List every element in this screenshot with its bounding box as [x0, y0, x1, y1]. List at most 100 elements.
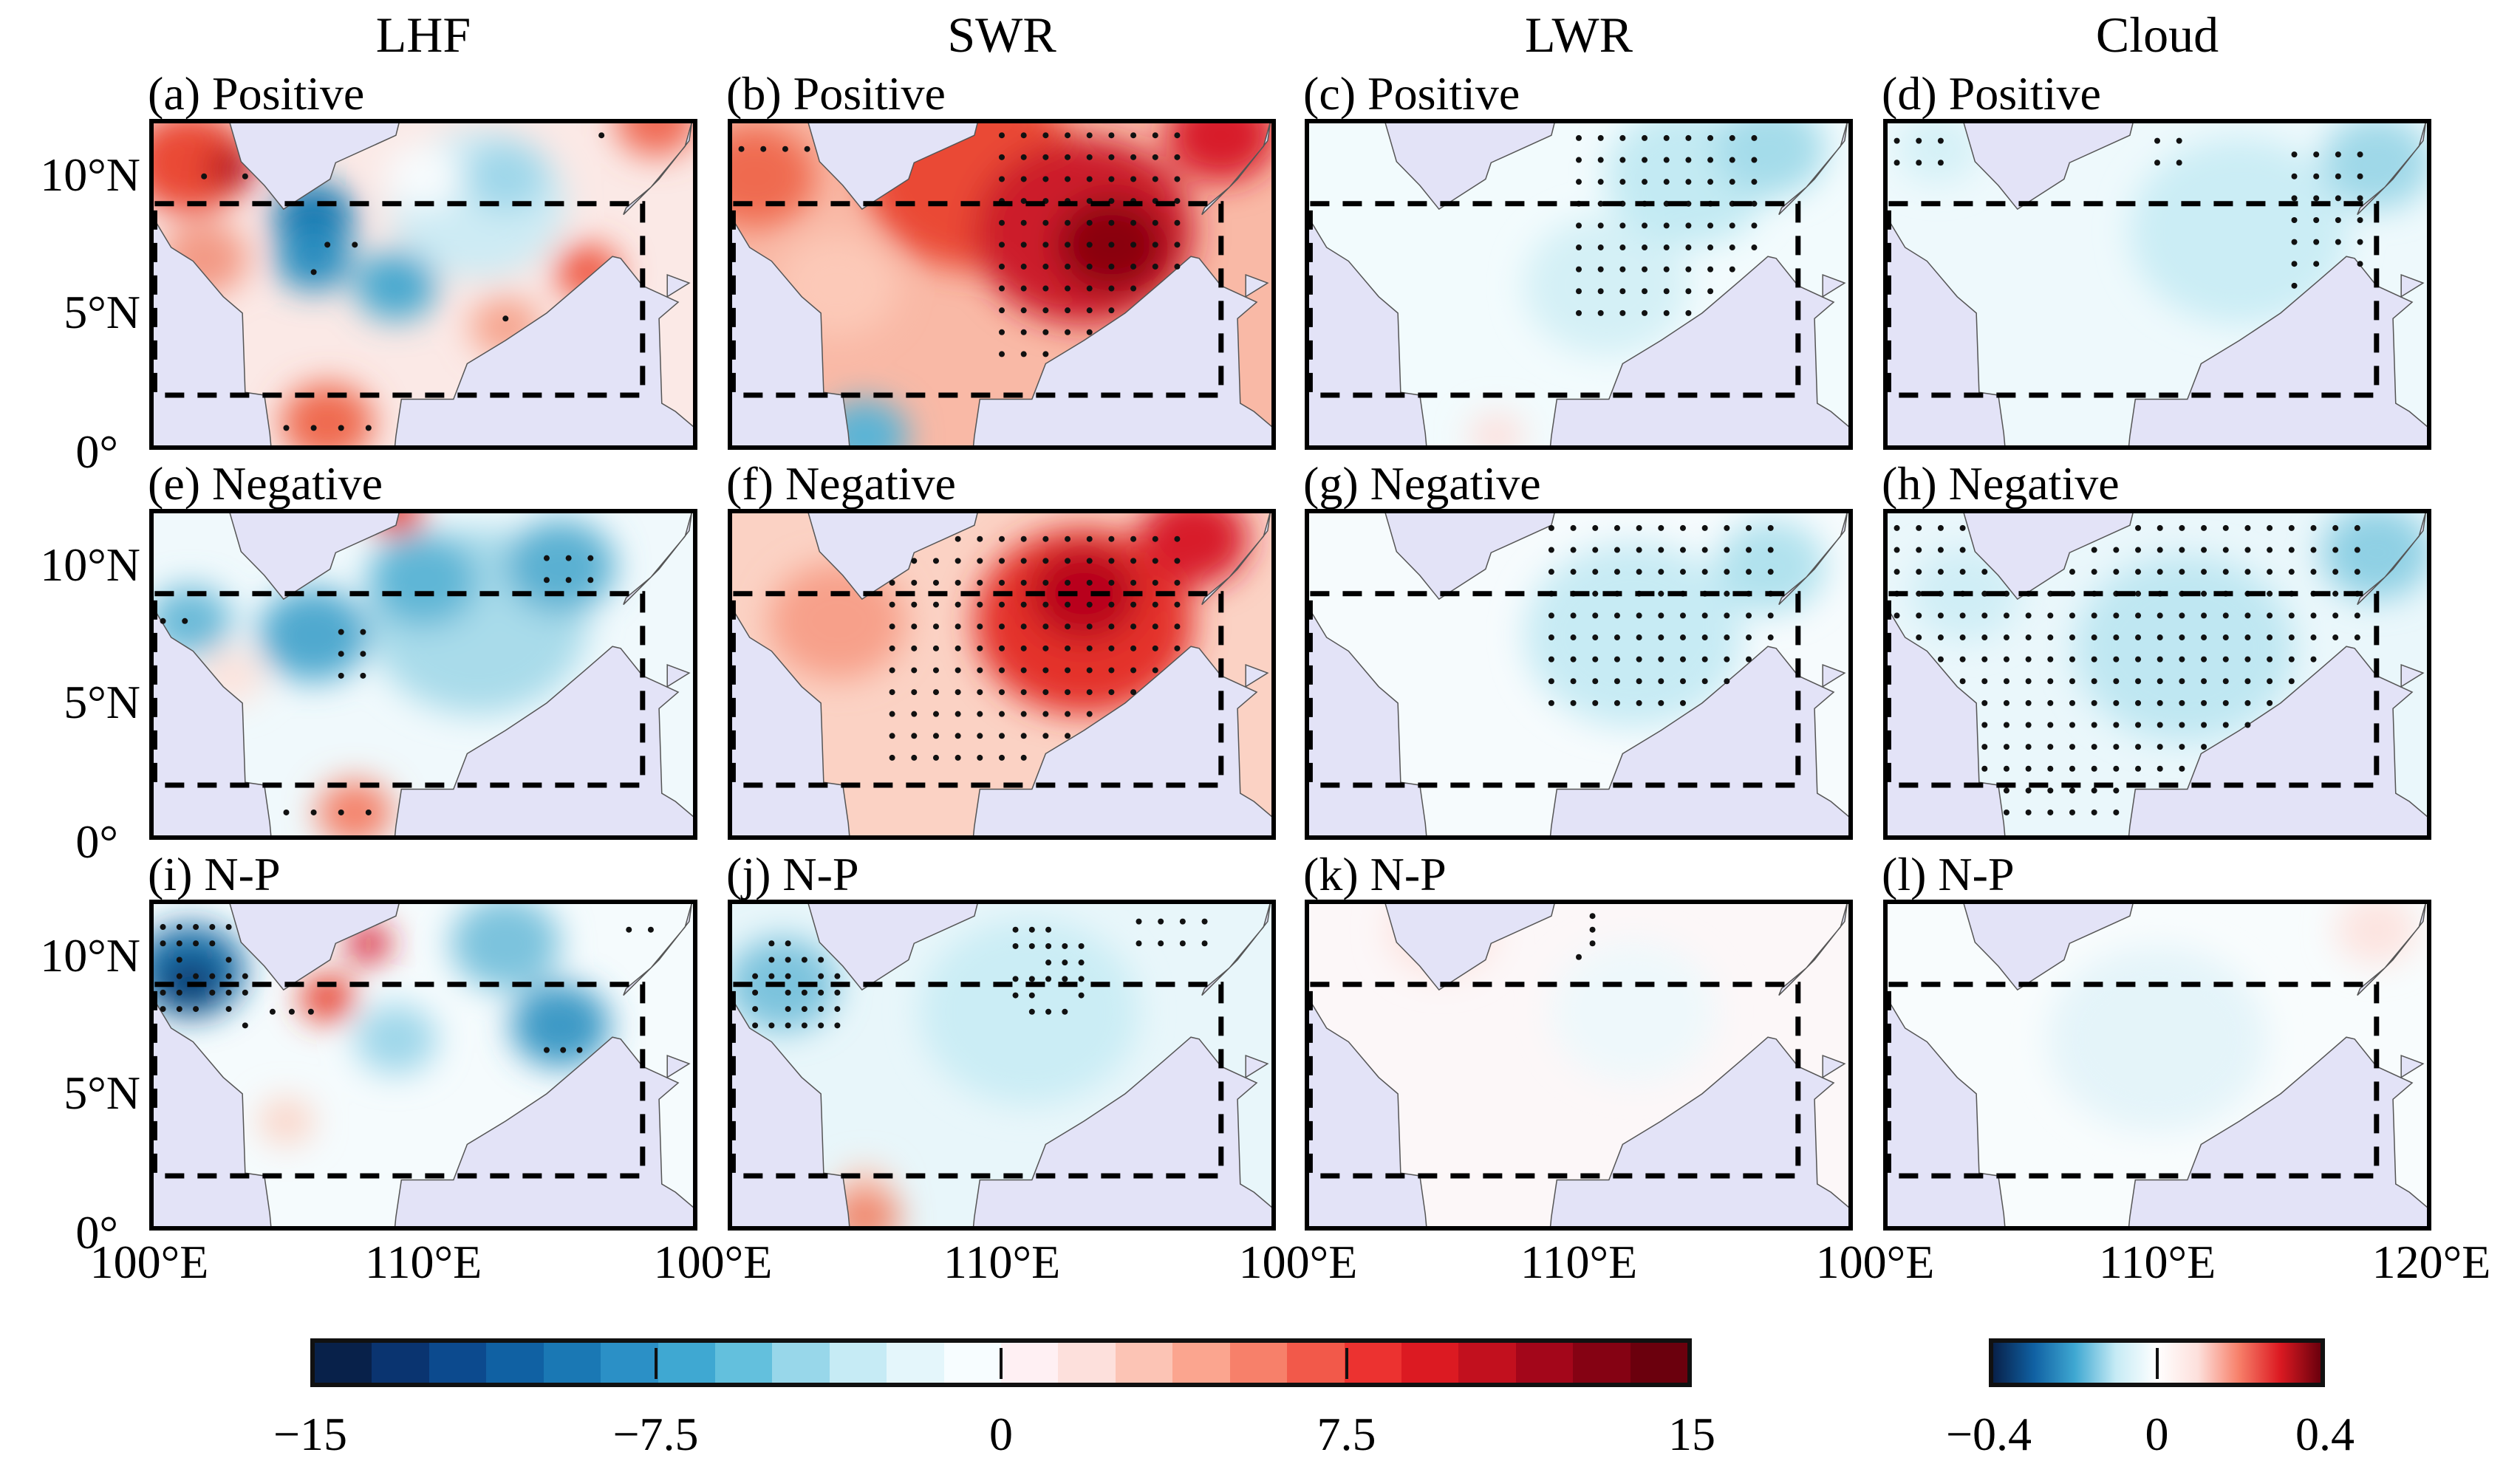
anomaly-blob [451, 900, 561, 990]
significance-dot [1679, 656, 1686, 663]
significance-dot [2357, 151, 2363, 158]
significance-dot [2135, 656, 2142, 663]
significance-dot [182, 617, 188, 624]
land-mask [2357, 511, 2427, 606]
significance-dot [1045, 959, 1052, 966]
lon-tick: 100°E [653, 1236, 773, 1288]
land-mask [149, 999, 273, 1231]
panel-frame [1305, 509, 1853, 840]
colorbar-tick-label: −7.5 [612, 1408, 699, 1460]
map-panel-f [728, 509, 1276, 840]
significance-dot [1086, 176, 1093, 182]
anomaly-field [2047, 900, 2418, 1132]
anomaly-blob [355, 250, 437, 321]
significance-dot [2354, 569, 2360, 575]
significance-dot [1108, 623, 1115, 630]
land-mask [728, 219, 851, 450]
column-title-swr: SWR [947, 7, 1056, 63]
significance-dot [1130, 242, 1137, 248]
map-panel-l [1883, 900, 2431, 1231]
significance-dot [2069, 809, 2075, 815]
significance-dot [2201, 590, 2207, 597]
significance-dot [2201, 612, 2207, 619]
significance-dot [2047, 809, 2054, 815]
significance-dot [1136, 940, 1142, 947]
colorbar-segment [543, 1343, 601, 1383]
significance-dot [1086, 645, 1093, 651]
significance-dot [1152, 601, 1158, 608]
map-panel-b [728, 119, 1276, 450]
significance-dot [1065, 689, 1071, 696]
significance-dot [1108, 645, 1115, 651]
significance-dot [1636, 612, 1642, 619]
colorbar-segment [372, 1343, 429, 1383]
significance-dot [2201, 656, 2207, 663]
significance-dot [647, 926, 654, 933]
significance-dot [1174, 242, 1181, 248]
significance-dot [1729, 244, 1735, 251]
colorbar-segment [1058, 1343, 1116, 1383]
significance-dot [1042, 623, 1049, 630]
significance-dot [2003, 656, 2009, 663]
significance-dot [2335, 239, 2341, 245]
significance-dot [2201, 547, 2207, 553]
significance-dot [834, 1006, 841, 1013]
significance-dot [1020, 754, 1027, 761]
significance-dot [176, 924, 182, 931]
significance-dot [160, 940, 166, 947]
significance-dot [2113, 699, 2120, 706]
significance-dot [2157, 569, 2163, 575]
panel-frame [1883, 509, 2431, 840]
land-mask [149, 219, 273, 450]
significance-dot [1981, 590, 1988, 597]
significance-dot [1746, 612, 1752, 619]
significance-dot [1042, 219, 1049, 226]
significance-dot [1020, 689, 1027, 696]
significance-dot [2179, 612, 2185, 619]
significance-dot [1065, 711, 1071, 717]
significance-dot [1658, 612, 1664, 619]
significance-dot [2113, 634, 2120, 641]
significance-dot [2113, 678, 2120, 685]
significance-dot [2288, 547, 2295, 553]
significance-dot [911, 689, 918, 696]
significance-dot [1086, 689, 1093, 696]
significance-dot [955, 558, 961, 564]
significance-dot [2113, 787, 2120, 794]
panel-label-g: (g) Negative [1303, 457, 1541, 510]
land-mask [666, 273, 691, 298]
significance-dot [1576, 288, 1582, 295]
significance-dot [1174, 176, 1181, 182]
significance-dot [160, 924, 166, 931]
significance-dot [193, 973, 199, 979]
significance-dot [2135, 678, 2142, 685]
significance-dot [193, 924, 199, 931]
significance-dot [209, 989, 216, 996]
significance-dot [1658, 678, 1664, 685]
significance-dot [2179, 656, 2185, 663]
land-mask [2357, 902, 2427, 996]
significance-dot [1592, 678, 1599, 685]
significance-dot [834, 989, 841, 996]
anomaly-blob [2321, 509, 2431, 600]
significance-dot [977, 535, 983, 542]
significance-dot [999, 351, 1005, 357]
significance-dot [324, 242, 331, 248]
anomaly-field [1523, 519, 1826, 728]
anomaly-blob [1469, 413, 1524, 450]
significance-dot [2091, 656, 2097, 663]
significance-dot [1729, 157, 1735, 163]
significance-dot [1130, 601, 1137, 608]
significance-dot [760, 146, 767, 152]
significance-dot [1045, 976, 1052, 982]
significance-dot [587, 555, 594, 561]
significance-dot [1020, 132, 1027, 139]
significance-dot [2357, 261, 2363, 267]
significance-dot [310, 269, 317, 276]
significance-dot [932, 623, 939, 630]
significance-dot [2157, 678, 2163, 685]
significance-dot [2288, 634, 2295, 641]
anomaly-blob [464, 141, 547, 211]
box-region-dashed [730, 591, 1224, 788]
colorbar-segment [1229, 1343, 1288, 1383]
